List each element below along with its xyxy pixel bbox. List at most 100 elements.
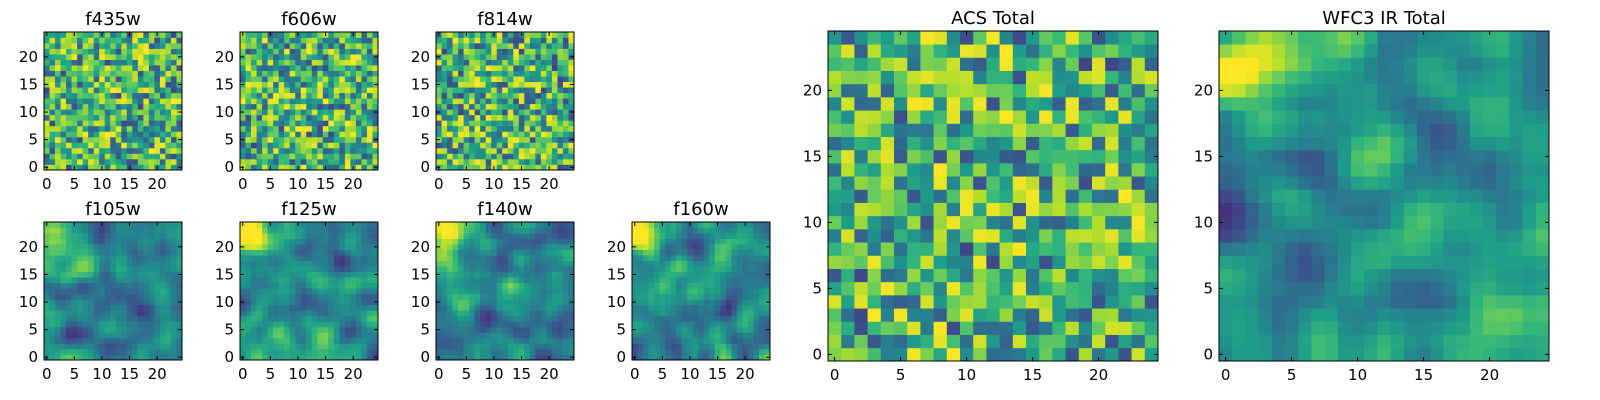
heatmap-cell	[758, 299, 765, 306]
heatmap-cell	[93, 37, 100, 44]
heatmap-cell	[273, 337, 279, 344]
heatmap-cell	[920, 295, 934, 309]
heatmap-cell	[110, 81, 117, 88]
heatmap-cell	[562, 153, 569, 160]
heatmap-cell	[764, 337, 771, 344]
heatmap-cell	[165, 255, 172, 261]
heatmap-cell	[562, 337, 569, 344]
heatmap-cell	[339, 153, 346, 160]
heatmap-cell	[44, 158, 50, 165]
heatmap-cell	[366, 70, 373, 77]
heatmap-cell	[1065, 321, 1080, 335]
heatmap-cell	[720, 244, 727, 250]
heatmap-cell	[278, 343, 285, 350]
heatmap-cell	[681, 227, 688, 234]
heatmap-cell	[322, 249, 329, 256]
heatmap-cell	[1131, 229, 1146, 243]
heatmap-cell	[973, 255, 987, 269]
heatmap-cell	[496, 125, 503, 132]
heatmap-cell	[676, 293, 683, 300]
heatmap-cell	[361, 32, 368, 38]
heatmap-cell	[458, 227, 464, 234]
heatmap-cell	[170, 227, 177, 234]
heatmap-cell	[143, 81, 150, 88]
heatmap-cell	[480, 142, 487, 149]
heatmap-cell	[333, 337, 340, 344]
heatmap-cell	[284, 321, 291, 328]
heatmap-cell	[350, 92, 357, 99]
heatmap-cell	[121, 227, 128, 234]
heatmap-cell	[361, 43, 368, 49]
heatmap-cell	[546, 103, 553, 110]
heatmap-cell	[648, 299, 655, 306]
heatmap-cell	[93, 147, 100, 154]
heatmap-cell	[82, 315, 89, 322]
heatmap-cell	[49, 271, 56, 278]
heatmap-cell	[344, 304, 351, 311]
heatmap-cell	[121, 238, 128, 245]
heatmap-cell	[485, 249, 492, 256]
heatmap-cell	[262, 153, 268, 160]
heatmap-cell	[344, 266, 351, 273]
heatmap-cell	[880, 268, 895, 283]
heatmap-cell	[121, 70, 128, 77]
heatmap-cell	[339, 32, 346, 38]
heatmap-cell	[104, 48, 111, 55]
heatmap-cell	[132, 59, 139, 66]
heatmap-cell	[920, 281, 934, 296]
heatmap-cell	[907, 176, 921, 190]
heatmap-cell	[659, 249, 666, 256]
heatmap-cell	[551, 288, 558, 295]
heatmap-cell	[463, 249, 470, 256]
heatmap-cell	[132, 348, 139, 355]
heatmap-cell	[480, 32, 487, 38]
heatmap-cell	[121, 326, 128, 333]
heatmap-cell	[137, 147, 144, 154]
heatmap-cell	[670, 348, 677, 355]
heatmap-cell	[361, 348, 368, 355]
heatmap-cell	[273, 98, 279, 105]
heatmap-cell	[687, 255, 694, 261]
heatmap-cell	[1144, 255, 1159, 269]
heatmap-cell	[115, 92, 122, 99]
heatmap-cell	[447, 147, 453, 154]
heatmap-cell	[66, 70, 72, 77]
heatmap-cell	[245, 310, 252, 317]
heatmap-cell	[496, 43, 503, 49]
heatmap-cell	[132, 92, 139, 99]
heatmap-cell	[452, 354, 459, 361]
heatmap-cell	[333, 321, 340, 328]
heatmap-cell	[88, 70, 95, 77]
heatmap-cell	[698, 277, 705, 284]
heatmap-cell	[366, 304, 373, 311]
heatmap-cell	[355, 271, 362, 278]
heatmap-cell	[267, 158, 274, 165]
heatmap-cell	[496, 147, 503, 154]
heatmap-cell	[143, 315, 150, 322]
heatmap-cell	[267, 348, 274, 355]
heatmap-cell	[986, 308, 1000, 322]
heatmap-cell	[529, 136, 536, 143]
heatmap-cell	[491, 81, 498, 88]
heatmap-cell	[121, 321, 128, 328]
heatmap-cell	[1144, 229, 1159, 243]
heatmap-cell	[350, 98, 357, 105]
heatmap-cell	[524, 158, 531, 165]
heatmap-cell	[99, 343, 106, 350]
heatmap-cell	[322, 310, 329, 317]
heatmap-cell	[289, 164, 296, 171]
heatmap-cell	[535, 348, 542, 355]
heatmap-cell	[115, 65, 122, 71]
heatmap-cell	[251, 337, 257, 344]
heatmap-cell	[747, 282, 754, 289]
heatmap-cell	[66, 103, 72, 110]
heatmap-cell	[267, 81, 274, 88]
heatmap-cell	[643, 249, 649, 256]
heatmap-cell	[485, 255, 492, 261]
heatmap-cell	[458, 326, 464, 333]
y-tick-label: 5	[224, 321, 234, 339]
heatmap-cell	[159, 81, 166, 88]
heatmap-cell	[165, 321, 172, 328]
heatmap-cell	[568, 98, 575, 105]
heatmap-cell	[143, 310, 150, 317]
